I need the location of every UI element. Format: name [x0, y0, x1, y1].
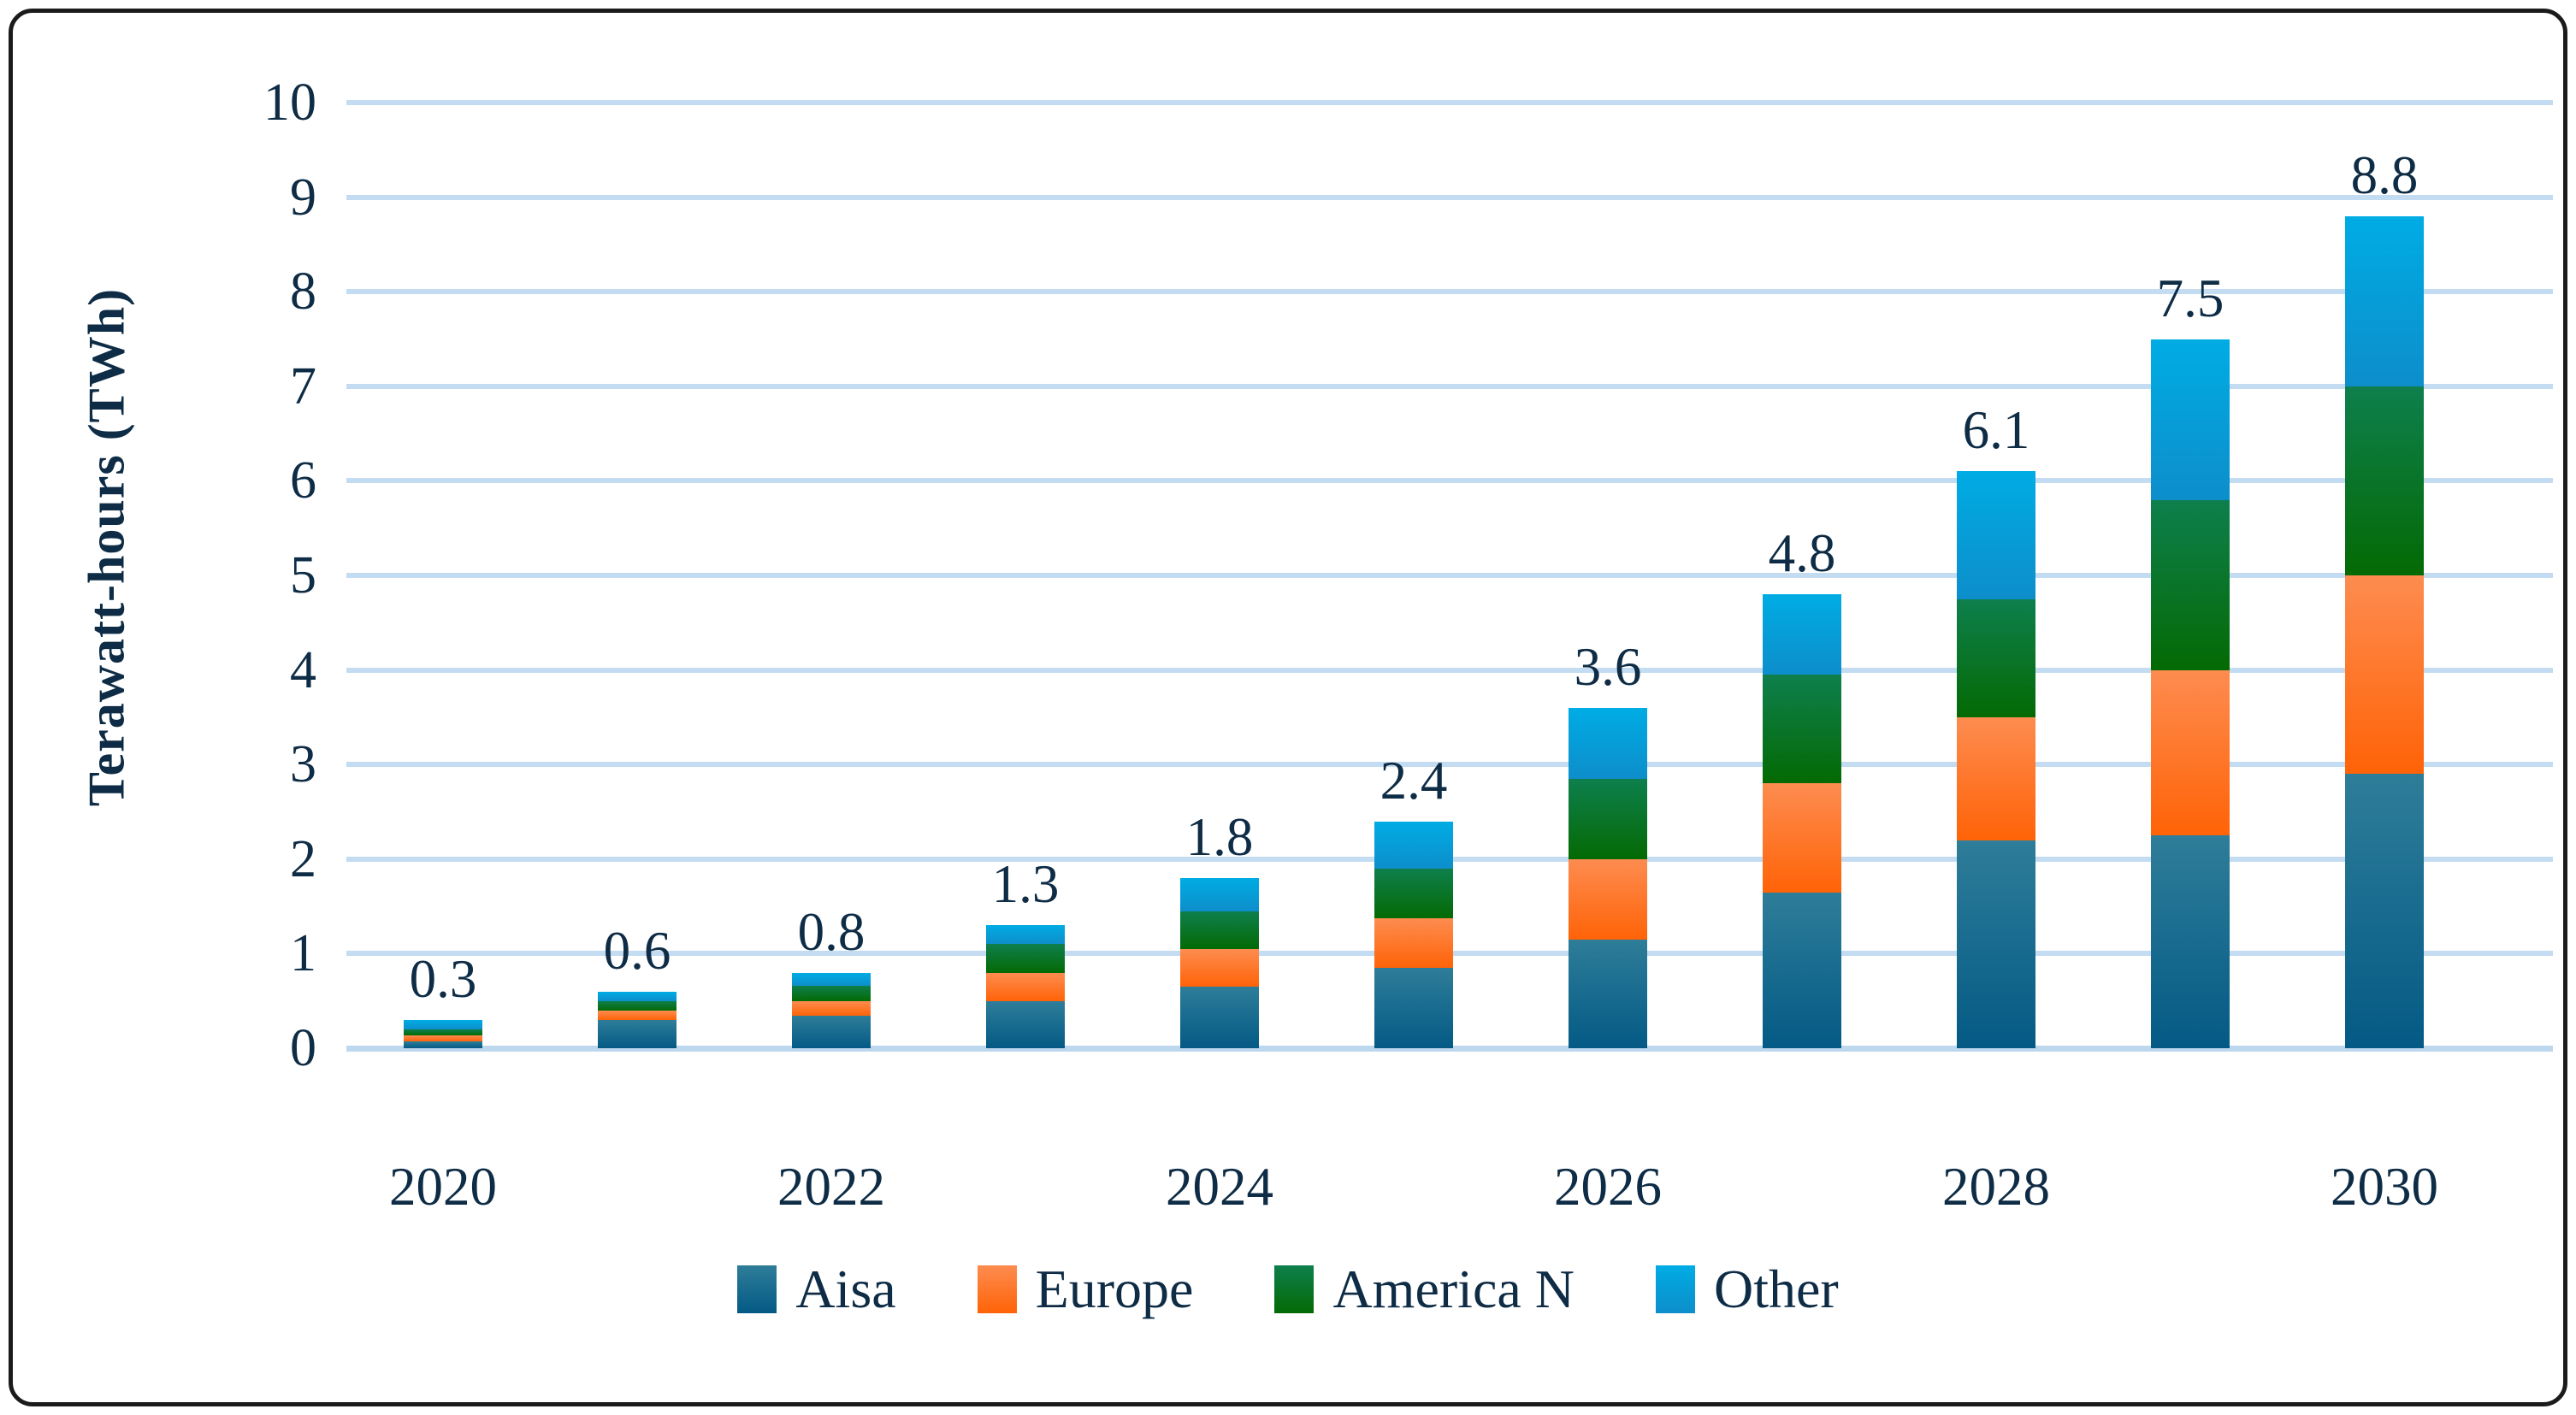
legend-item-other: Other: [1655, 1259, 1839, 1319]
bar-segment-america-n: [1957, 598, 2035, 717]
bar-segment-other: [792, 972, 871, 986]
bar-segment-aisa: [2151, 835, 2230, 1048]
y-tick-label: 2: [290, 829, 316, 888]
legend-label-aisa: Aisa: [795, 1259, 896, 1319]
legend-swatch-europe: [977, 1265, 1017, 1313]
figure-border: [9, 9, 2567, 1406]
bar-segment-europe: [1180, 948, 1259, 988]
y-tick-label: 5: [290, 546, 316, 604]
bar-segment-europe: [2345, 575, 2424, 775]
gridline-10: [346, 100, 2553, 105]
bar-total-label: 0.3: [409, 948, 477, 1009]
bar-segment-other: [1374, 821, 1453, 869]
x-tick-label: 2020: [389, 1157, 497, 1217]
y-tick-label: 1: [290, 924, 316, 983]
bar-segment-america-n: [404, 1029, 482, 1035]
bar-total-label: 0.8: [797, 901, 866, 962]
bar-segment-europe: [1569, 858, 1647, 940]
bar-segment-aisa: [1957, 840, 2035, 1048]
legend-item-europe: Europe: [977, 1259, 1194, 1319]
x-tick-label: 2022: [777, 1157, 885, 1217]
bar-segment-other: [986, 925, 1065, 945]
y-tick-label: 7: [290, 357, 316, 416]
bar-segment-other: [2151, 339, 2230, 500]
legend-swatch-aisa: [737, 1265, 777, 1313]
y-tick-label: 4: [290, 640, 316, 699]
bar-total-label: 2.4: [1380, 750, 1448, 811]
y-tick-label: 10: [263, 74, 316, 132]
bar-segment-aisa: [1374, 967, 1453, 1048]
bar-segment-america-n: [1569, 778, 1647, 859]
bar-segment-aisa: [598, 1019, 676, 1048]
legend-swatch-america-n: [1274, 1265, 1315, 1313]
bar-total-label: 1.8: [1185, 806, 1254, 867]
bar-total-label: 6.1: [1962, 400, 2030, 461]
bar-segment-aisa: [1763, 892, 1841, 1048]
x-tick-label: 2024: [1166, 1157, 1273, 1217]
gridline-6: [346, 478, 2553, 484]
legend-label-other: Other: [1713, 1259, 1839, 1319]
gridline-7: [346, 383, 2553, 389]
bar-total-label: 3.6: [1574, 636, 1642, 697]
bar-segment-aisa: [1569, 939, 1647, 1048]
legend-swatch-other: [1655, 1265, 1695, 1313]
bar-segment-america-n: [986, 944, 1065, 973]
bar-segment-america-n: [1763, 675, 1841, 784]
legend-label-europe: Europe: [1035, 1259, 1194, 1319]
bar-segment-europe: [1763, 783, 1841, 893]
y-tick-label: 8: [290, 262, 316, 321]
bar-segment-other: [1763, 594, 1841, 675]
gridline-9: [346, 194, 2553, 200]
y-tick-label: 3: [290, 735, 316, 794]
gridline-4: [346, 667, 2553, 673]
bar-segment-aisa: [986, 1000, 1065, 1048]
legend-item-aisa: Aisa: [737, 1259, 896, 1319]
legend-label-america-n: America N: [1332, 1259, 1575, 1319]
bar-segment-europe: [1957, 716, 2035, 840]
bar-segment-europe: [2151, 669, 2230, 836]
bar-segment-europe: [1374, 918, 1453, 968]
bar-segment-europe: [598, 1010, 676, 1020]
gridline-0: [346, 1046, 2553, 1052]
bar-segment-america-n: [2151, 499, 2230, 670]
bar-segment-europe: [404, 1035, 482, 1042]
bar-total-label: 4.8: [1768, 523, 1836, 584]
bar-segment-other: [598, 991, 676, 1001]
bar-segment-america-n: [598, 1000, 676, 1011]
bar-segment-other: [1180, 877, 1259, 911]
gridline-3: [346, 762, 2553, 768]
bar-segment-other: [404, 1019, 482, 1029]
bar-segment-america-n: [792, 986, 871, 1001]
bar-total-label: 8.8: [2350, 144, 2419, 205]
bar-segment-america-n: [1374, 868, 1453, 919]
x-tick-label: 2028: [1942, 1157, 2050, 1217]
bar-segment-aisa: [404, 1041, 482, 1048]
bar-total-label: 0.6: [603, 920, 671, 981]
y-tick-label: 0: [290, 1019, 316, 1077]
bar-total-label: 7.5: [2156, 268, 2224, 328]
bar-segment-america-n: [2345, 386, 2424, 575]
bar-segment-europe: [986, 972, 1065, 1001]
bar-segment-aisa: [2345, 774, 2424, 1048]
bar-total-label: 1.3: [991, 854, 1060, 915]
gridline-8: [346, 289, 2553, 295]
legend-item-america-n: America N: [1274, 1262, 1575, 1317]
y-tick-label: 6: [290, 451, 316, 510]
y-tick-label: 9: [290, 168, 316, 227]
bar-segment-aisa: [792, 1016, 871, 1048]
bar-segment-other: [2345, 215, 2424, 386]
legend: Aisa Europe America N Other: [0, 1262, 2576, 1317]
gridline-5: [346, 573, 2553, 578]
bar-segment-aisa: [1180, 987, 1259, 1048]
x-tick-label: 2026: [1554, 1157, 1662, 1217]
bar-segment-other: [1957, 471, 2035, 599]
bar-segment-america-n: [1180, 911, 1259, 949]
bar-segment-europe: [792, 1000, 871, 1017]
bar-segment-other: [1569, 707, 1647, 779]
x-tick-label: 2030: [2331, 1157, 2438, 1217]
